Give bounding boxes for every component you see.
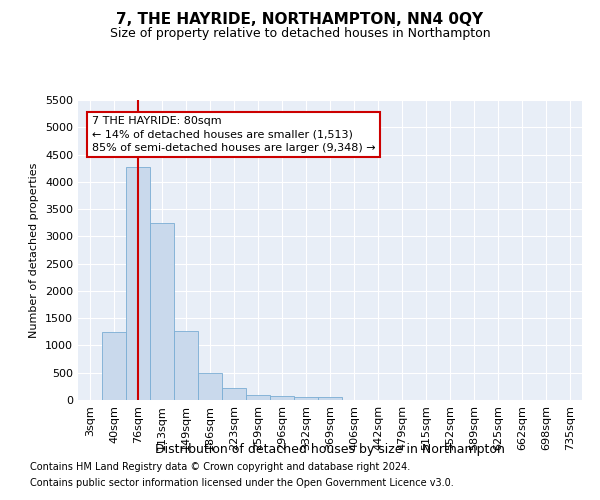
Text: Size of property relative to detached houses in Northampton: Size of property relative to detached ho…: [110, 28, 490, 40]
Text: 7, THE HAYRIDE, NORTHAMPTON, NN4 0QY: 7, THE HAYRIDE, NORTHAMPTON, NN4 0QY: [116, 12, 484, 28]
Bar: [126, 166, 150, 400]
Bar: [198, 374, 222, 400]
Bar: [222, 388, 246, 400]
Bar: [246, 394, 270, 400]
Text: 7 THE HAYRIDE: 80sqm
← 14% of detached houses are smaller (1,513)
85% of semi-de: 7 THE HAYRIDE: 80sqm ← 14% of detached h…: [92, 116, 376, 153]
Bar: [294, 396, 318, 400]
Y-axis label: Number of detached properties: Number of detached properties: [29, 162, 40, 338]
Bar: [270, 396, 294, 400]
Text: Contains public sector information licensed under the Open Government Licence v3: Contains public sector information licen…: [30, 478, 454, 488]
Text: Distribution of detached houses by size in Northampton: Distribution of detached houses by size …: [155, 442, 505, 456]
Bar: [102, 332, 126, 400]
Bar: [174, 330, 198, 400]
Bar: [318, 398, 342, 400]
Text: Contains HM Land Registry data © Crown copyright and database right 2024.: Contains HM Land Registry data © Crown c…: [30, 462, 410, 472]
Bar: [150, 222, 174, 400]
